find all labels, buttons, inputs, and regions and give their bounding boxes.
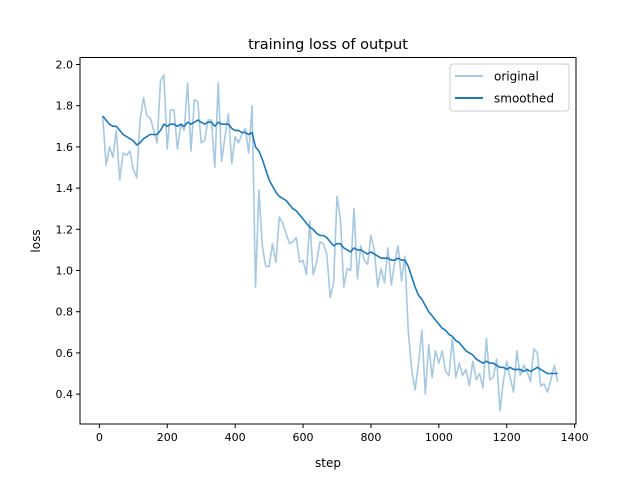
y-tick-label: 1.8 (56, 100, 74, 113)
y-tick-label: 1.0 (56, 265, 74, 278)
legend: original smoothed (449, 63, 570, 112)
y-tick-label: 0.4 (56, 388, 74, 401)
x-tick-label: 400 (225, 431, 246, 444)
legend-label-original: original (494, 70, 539, 84)
x-tick-label: 1200 (493, 431, 521, 444)
series-line-smoothed (102, 115, 558, 375)
y-tick-label: 1.2 (56, 223, 74, 236)
y-tick-label: 2.0 (56, 59, 74, 72)
chart-title: training loss of output (248, 37, 408, 53)
x-tick-label: 1400 (561, 431, 589, 444)
x-axis-label: step (315, 456, 341, 470)
series-lines (101, 74, 559, 412)
y-tick-label: 0.8 (56, 306, 74, 319)
y-axis-label: loss (29, 229, 43, 252)
x-tick-label: 200 (157, 431, 178, 444)
x-tick-label: 800 (360, 431, 381, 444)
y-tick-label: 1.6 (56, 141, 74, 154)
x-tick-label: 0 (96, 431, 103, 444)
y-tick-label: 0.6 (56, 347, 74, 360)
y-tick-label: 1.4 (56, 182, 74, 195)
plot-frame (79, 57, 577, 425)
x-tick-label: 600 (293, 431, 314, 444)
x-tick-label: 1000 (425, 431, 453, 444)
series-line-original (101, 74, 559, 412)
axis-ticks: 0 200 400 600 800 1000 1200 1400 0.4 0.6 0.8 1.0 1.2… (56, 59, 589, 444)
legend-label-smoothed: smoothed (494, 92, 554, 106)
